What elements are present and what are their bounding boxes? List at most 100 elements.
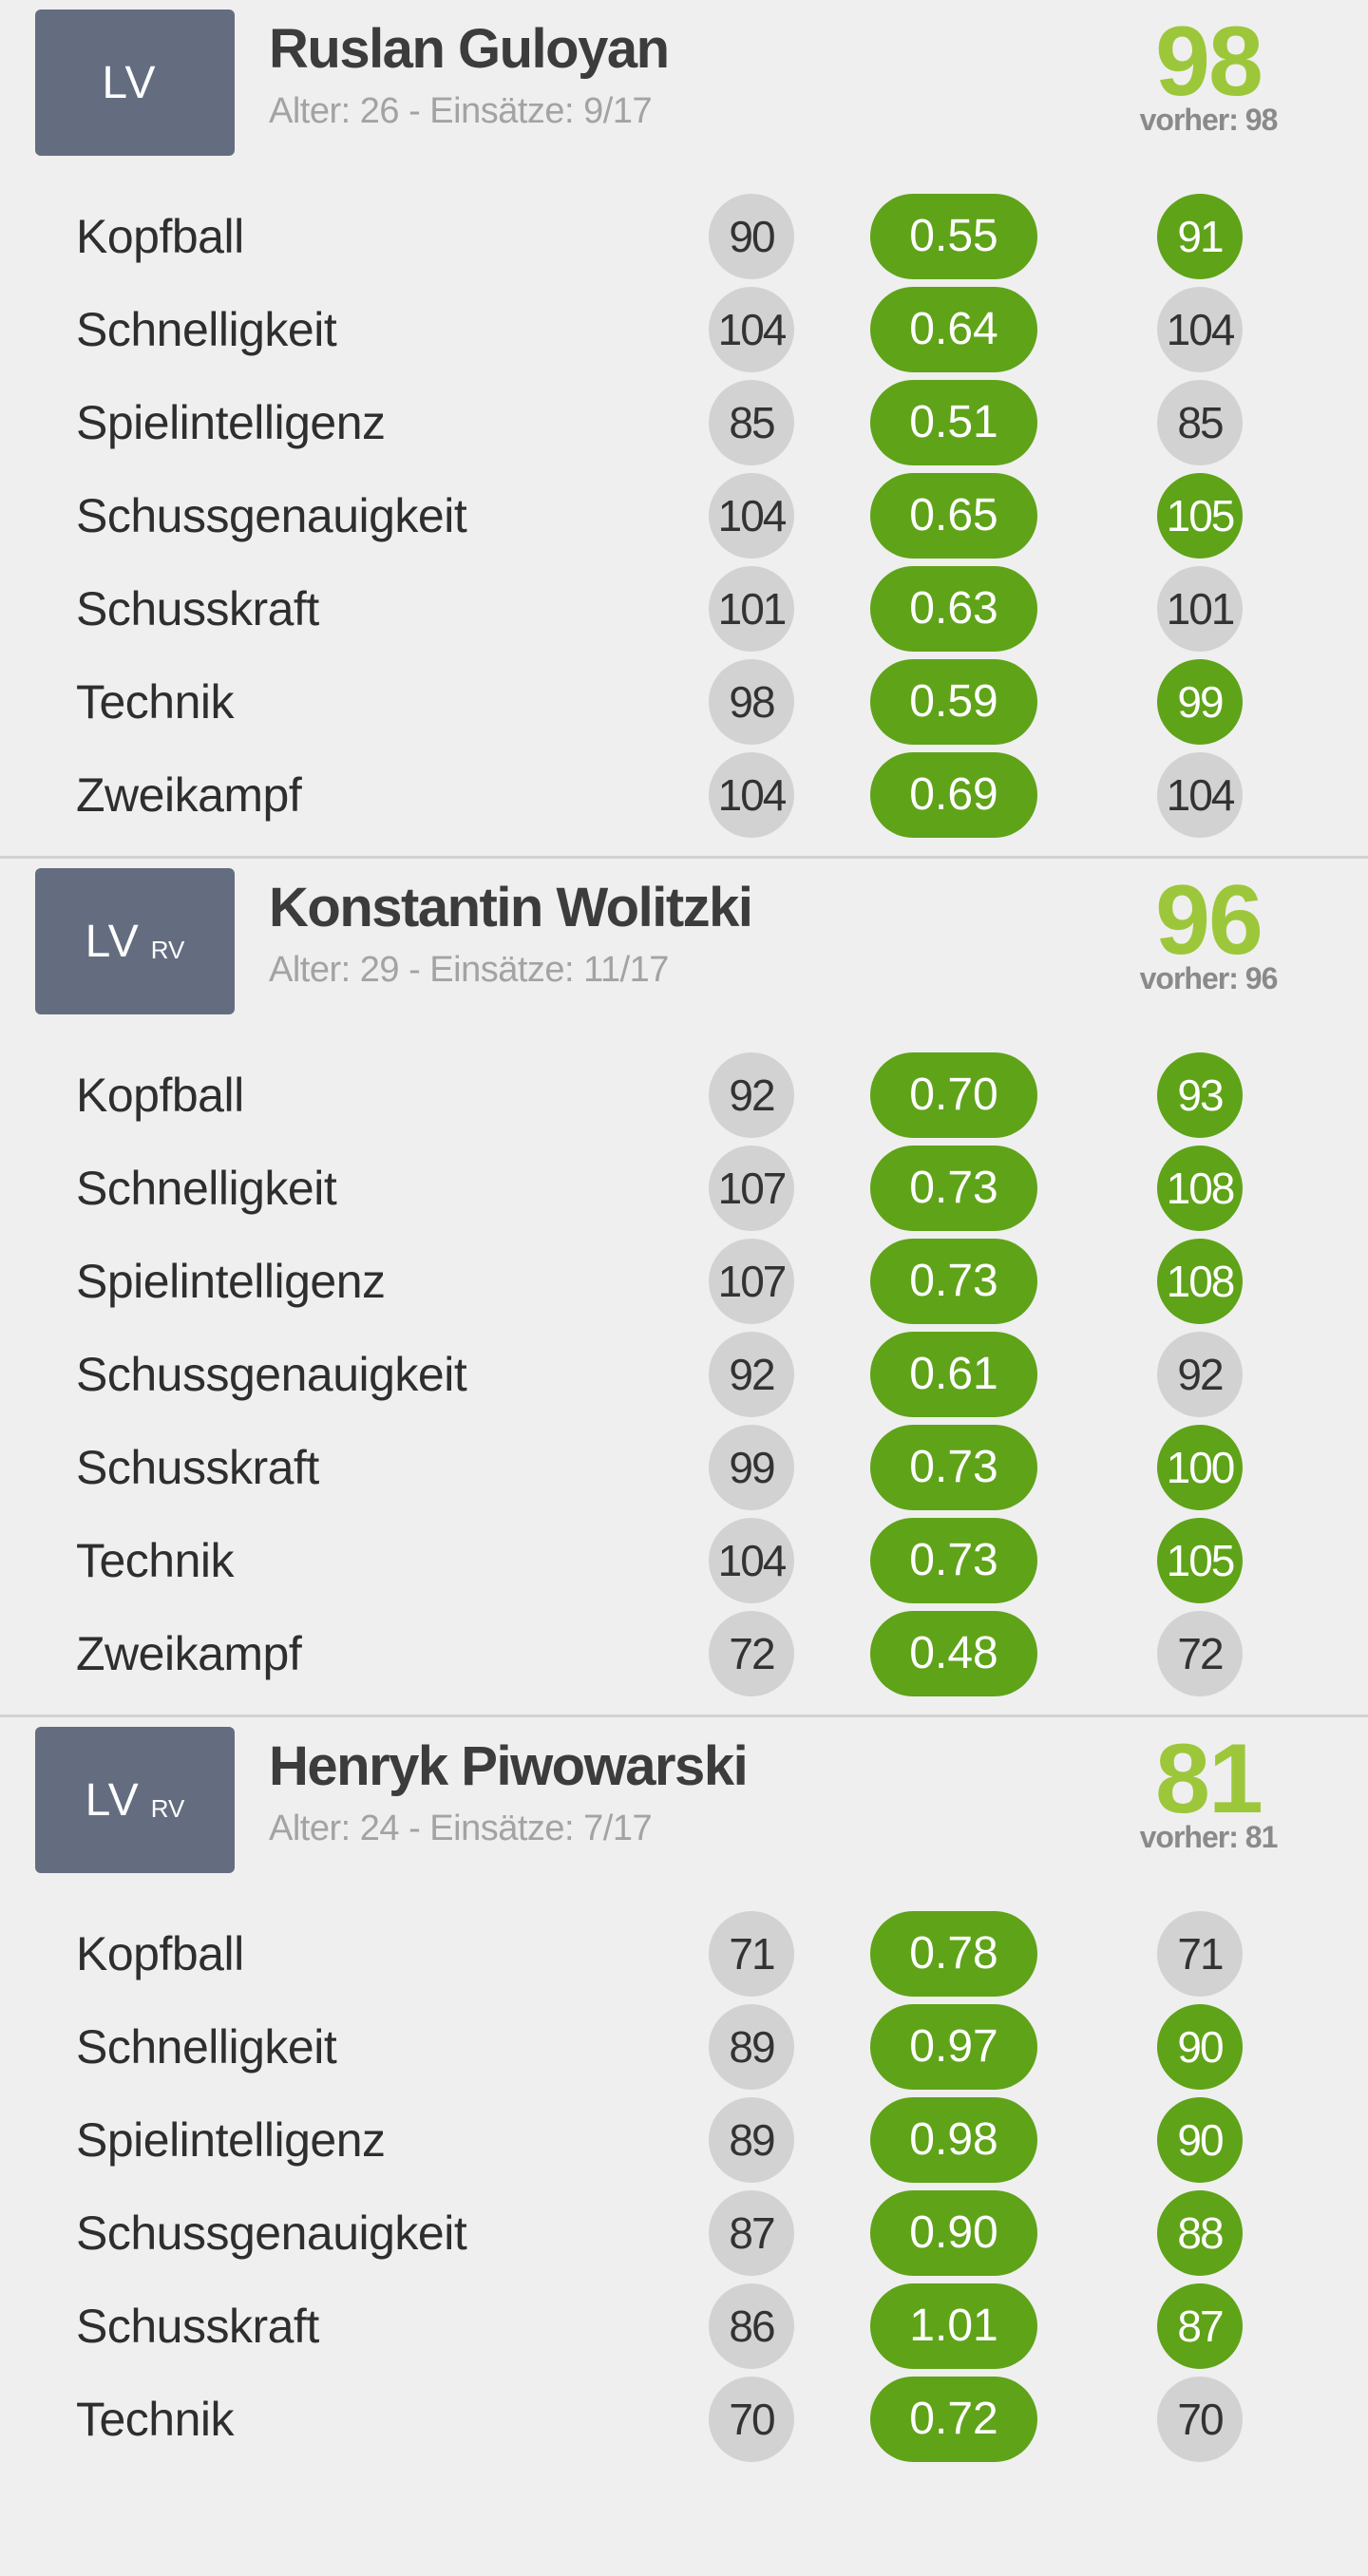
current-value: 98	[709, 659, 794, 745]
player-rating: 96	[1155, 865, 1264, 975]
next-value: 90	[1157, 2097, 1243, 2183]
attribute-label: Schussgenauigkeit	[76, 2207, 467, 2260]
factor-pill: 1.01	[870, 2283, 1037, 2369]
attribute-list: Kopfball 90 0.55 91 Schnelligkeit 104 0.…	[0, 190, 1368, 842]
attribute-row: Technik 104 0.73 105	[0, 1514, 1368, 1607]
current-value: 89	[709, 2004, 794, 2090]
attribute-row: Schussgenauigkeit 87 0.90 88	[0, 2187, 1368, 2280]
attribute-label: Schnelligkeit	[76, 1162, 337, 1215]
position-primary: LV	[102, 57, 157, 108]
next-value: 99	[1157, 659, 1243, 745]
position-badge: LV	[35, 9, 235, 156]
attribute-row: Schussgenauigkeit 104 0.65 105	[0, 469, 1368, 562]
factor-pill: 0.65	[870, 473, 1037, 559]
current-value: 92	[709, 1052, 794, 1138]
current-value: 104	[709, 752, 794, 838]
attribute-label: Kopfball	[76, 1927, 244, 1980]
factor-pill: 0.61	[870, 1332, 1037, 1417]
position-badge: LV RV	[35, 1727, 235, 1873]
current-value: 90	[709, 194, 794, 279]
player-name: Ruslan Guloyan	[269, 18, 670, 80]
current-value: 72	[709, 1611, 794, 1696]
current-value: 104	[709, 473, 794, 559]
current-value: 104	[709, 1518, 794, 1603]
next-value: 108	[1157, 1239, 1243, 1324]
player-meta: Alter: 24 - Einsätze: 7/17	[269, 1809, 653, 1848]
next-value: 100	[1157, 1425, 1243, 1510]
next-value: 104	[1157, 287, 1243, 372]
next-value: 91	[1157, 194, 1243, 279]
factor-pill: 0.69	[870, 752, 1037, 838]
factor-pill: 0.73	[870, 1146, 1037, 1231]
attribute-label: Technik	[76, 1534, 235, 1587]
factor-pill: 0.59	[870, 659, 1037, 745]
attribute-row: Schnelligkeit 104 0.64 104	[0, 283, 1368, 376]
player-meta: Alter: 26 - Einsätze: 9/17	[269, 91, 653, 131]
next-value: 92	[1157, 1332, 1243, 1417]
current-value: 87	[709, 2190, 794, 2276]
attribute-label: Kopfball	[76, 1069, 244, 1122]
player-card[interactable]: LV Ruslan Guloyan Alter: 26 - Einsätze: …	[0, 0, 1368, 859]
attribute-row: Schusskraft 99 0.73 100	[0, 1421, 1368, 1514]
attribute-row: Spielintelligenz 89 0.98 90	[0, 2093, 1368, 2187]
attribute-label: Schnelligkeit	[76, 2020, 337, 2074]
attribute-row: Kopfball 71 0.78 71	[0, 1907, 1368, 2000]
player-rating: 81	[1155, 1724, 1264, 1834]
attribute-row: Spielintelligenz 107 0.73 108	[0, 1235, 1368, 1328]
attribute-row: Zweikampf 104 0.69 104	[0, 748, 1368, 842]
current-value: 89	[709, 2097, 794, 2183]
player-meta: Alter: 29 - Einsätze: 11/17	[269, 950, 669, 990]
current-value: 86	[709, 2283, 794, 2369]
attribute-label: Schusskraft	[76, 582, 319, 635]
next-value: 104	[1157, 752, 1243, 838]
position-secondary: RV	[150, 1793, 185, 1823]
attribute-row: Kopfball 90 0.55 91	[0, 190, 1368, 283]
position-secondary: RV	[150, 935, 185, 964]
factor-pill: 0.72	[870, 2377, 1037, 2462]
attribute-row: Spielintelligenz 85 0.51 85	[0, 376, 1368, 469]
factor-pill: 0.98	[870, 2097, 1037, 2183]
player-name: Henryk Piwowarski	[269, 1735, 749, 1797]
attribute-label: Zweikampf	[76, 768, 302, 822]
attribute-label: Schussgenauigkeit	[76, 489, 467, 542]
current-value: 85	[709, 380, 794, 465]
attribute-row: Schusskraft 86 1.01 87	[0, 2280, 1368, 2373]
attribute-label: Schusskraft	[76, 2300, 319, 2353]
next-value: 101	[1157, 566, 1243, 652]
position-badge: LV RV	[35, 868, 235, 1014]
next-value: 90	[1157, 2004, 1243, 2090]
attribute-list: Kopfball 92 0.70 93 Schnelligkeit 107 0.…	[0, 1049, 1368, 1700]
factor-pill: 0.63	[870, 566, 1037, 652]
current-value: 107	[709, 1239, 794, 1324]
attribute-row: Schussgenauigkeit 92 0.61 92	[0, 1328, 1368, 1421]
attribute-row: Schnelligkeit 89 0.97 90	[0, 2000, 1368, 2093]
factor-pill: 0.73	[870, 1239, 1037, 1324]
next-value: 72	[1157, 1611, 1243, 1696]
next-value: 87	[1157, 2283, 1243, 2369]
attribute-row: Technik 70 0.72 70	[0, 2373, 1368, 2466]
current-value: 92	[709, 1332, 794, 1417]
attribute-row: Schusskraft 101 0.63 101	[0, 562, 1368, 655]
current-value: 107	[709, 1146, 794, 1231]
attribute-label: Schusskraft	[76, 1441, 319, 1494]
current-value: 99	[709, 1425, 794, 1510]
attribute-label: Spielintelligenz	[76, 2113, 386, 2167]
factor-pill: 0.51	[870, 380, 1037, 465]
next-value: 88	[1157, 2190, 1243, 2276]
attribute-label: Spielintelligenz	[76, 396, 386, 449]
next-value: 93	[1157, 1052, 1243, 1138]
current-value: 101	[709, 566, 794, 652]
attribute-list: Kopfball 71 0.78 71 Schnelligkeit 89 0.9…	[0, 1907, 1368, 2466]
attribute-label: Schussgenauigkeit	[76, 1348, 467, 1401]
attribute-label: Technik	[76, 2393, 235, 2446]
attribute-label: Kopfball	[76, 210, 244, 263]
factor-pill: 0.73	[870, 1425, 1037, 1510]
attribute-label: Spielintelligenz	[76, 1255, 386, 1308]
player-card[interactable]: LV RV Konstantin Wolitzki Alter: 29 - Ei…	[0, 859, 1368, 1717]
player-card[interactable]: LV RV Henryk Piwowarski Alter: 24 - Eins…	[0, 1717, 1368, 2576]
factor-pill: 0.70	[870, 1052, 1037, 1138]
next-value: 85	[1157, 380, 1243, 465]
position-primary: LV	[85, 1774, 140, 1826]
attribute-label: Zweikampf	[76, 1627, 302, 1680]
next-value: 71	[1157, 1911, 1243, 1997]
